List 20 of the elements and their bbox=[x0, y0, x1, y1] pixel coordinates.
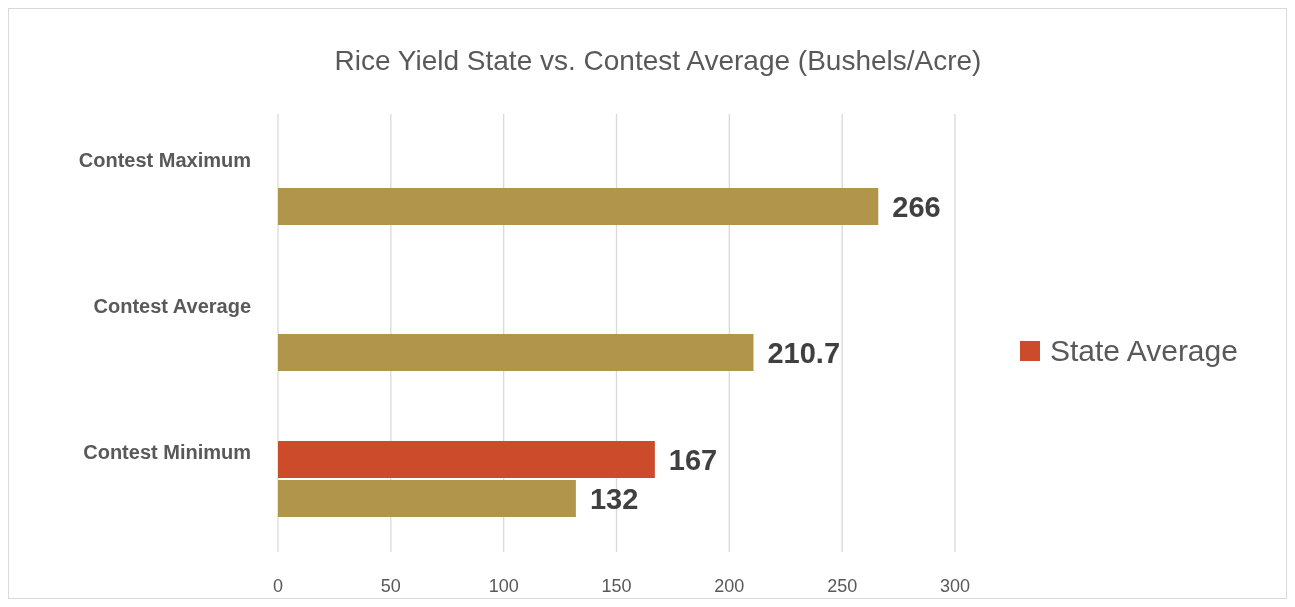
legend-label: State Average bbox=[1050, 334, 1238, 367]
x-tick-label: 0 bbox=[272, 576, 284, 596]
bar bbox=[278, 480, 576, 517]
y-tick-label: Contest Maximum bbox=[78, 149, 251, 171]
x-tick-label: 100 bbox=[488, 576, 519, 596]
x-tick-label: 50 bbox=[380, 576, 401, 596]
data-label: 266 bbox=[892, 190, 941, 223]
data-label: 167 bbox=[668, 443, 718, 476]
x-tick-label: 200 bbox=[714, 576, 745, 596]
chart-title: Rice Yield State vs. Contest Average (Bushels/Acre) bbox=[334, 45, 982, 76]
x-tick-label: 250 bbox=[827, 576, 858, 596]
x-tick-label: 300 bbox=[939, 576, 971, 596]
data-label: 132 bbox=[589, 482, 639, 515]
data-label: 210.7 bbox=[767, 336, 841, 369]
bar bbox=[278, 441, 655, 478]
y-tick-label: Contest Average bbox=[93, 295, 251, 317]
x-tick-label: 150 bbox=[601, 576, 632, 596]
bar bbox=[278, 334, 754, 371]
y-tick-label: Contest Minimum bbox=[83, 441, 251, 463]
bar bbox=[278, 188, 879, 225]
